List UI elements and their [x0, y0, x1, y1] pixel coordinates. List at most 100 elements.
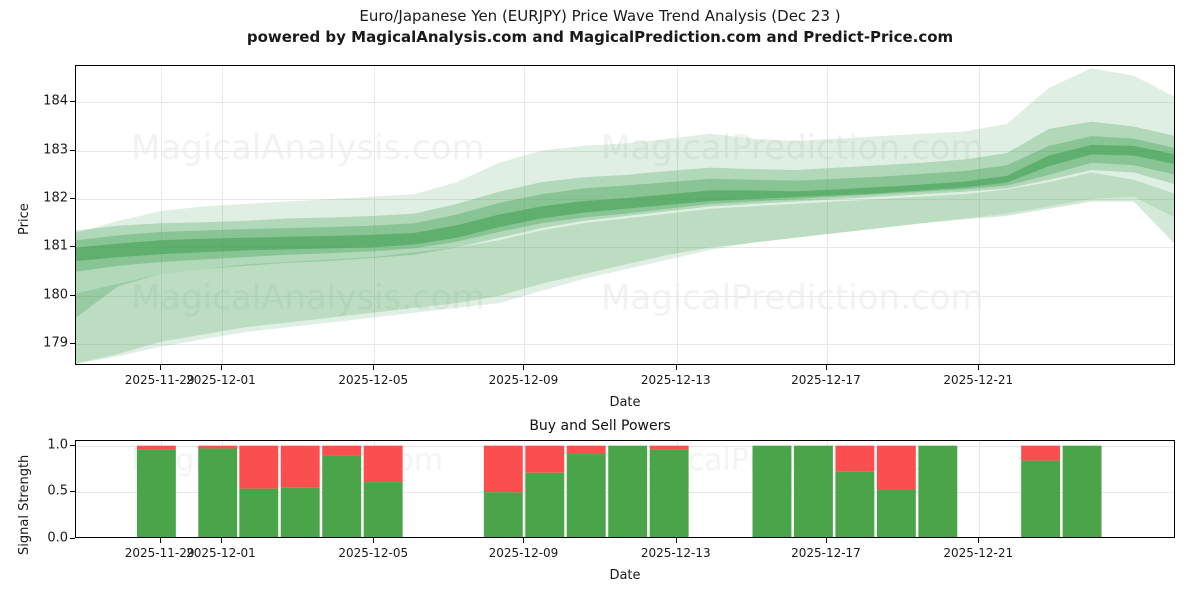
price-band	[76, 121, 1174, 318]
title-block: Euro/Japanese Yen (EURJPY) Price Wave Tr…	[0, 6, 1200, 48]
price-y-tick-mark	[70, 149, 75, 151]
sell-power-bar[interactable]	[136, 445, 176, 450]
price-x-tick-mark	[373, 365, 375, 370]
signal-x-tick-label: 2025-12-13	[640, 546, 711, 560]
sell-power-bar[interactable]	[280, 445, 320, 488]
signal-x-tick-mark	[675, 538, 677, 543]
signal-x-tick-mark	[373, 538, 375, 543]
signal-x-tick-label: 2025-12-17	[791, 546, 861, 560]
signal-x-tick-mark	[978, 538, 980, 543]
price-y-tick-mark	[70, 198, 75, 200]
buy-sell-powers-chart: MagicalAnalysis.com MagicalPrediction.co…	[17, 437, 1175, 583]
buy-power-bar[interactable]	[1062, 445, 1102, 538]
page-title: Euro/Japanese Yen (EURJPY) Price Wave Tr…	[359, 7, 841, 25]
sell-power-bar[interactable]	[835, 445, 875, 472]
signal-y-tick-label: 0.5	[47, 483, 68, 499]
price-y-tick-label: 182	[43, 190, 68, 206]
buy-power-bar[interactable]	[525, 472, 565, 538]
signal-plot-area: MagicalAnalysis.com MagicalPrediction.co…	[75, 440, 1175, 538]
price-x-axis-label: Date	[609, 395, 641, 410]
signal-x-tick-label: 2025-11-29	[124, 546, 195, 560]
price-gridline-h	[76, 344, 1174, 346]
sell-power-bar[interactable]	[876, 445, 916, 490]
sell-power-bar[interactable]	[239, 445, 279, 489]
price-x-tick-mark	[220, 365, 222, 370]
signal-x-axis-label: Date	[609, 568, 641, 583]
buy-power-bar[interactable]	[198, 448, 238, 538]
price-band	[76, 144, 1174, 261]
sell-power-bar[interactable]	[1021, 445, 1061, 461]
price-gridline-v	[374, 66, 376, 364]
buy-power-bar[interactable]	[876, 489, 916, 538]
price-x-tick-mark	[523, 365, 525, 370]
signal-x-tick-label: 2025-12-05	[338, 546, 409, 560]
price-wave-chart: MagicalAnalysis.com MagicalPrediction.co…	[17, 65, 1175, 410]
price-x-tick-label: 2025-12-09	[488, 373, 559, 387]
price-y-tick-label: 179	[43, 335, 68, 351]
buy-power-bar[interactable]	[483, 492, 523, 538]
buy-power-bar[interactable]	[363, 482, 403, 538]
signal-x-tick-label: 2025-12-01	[186, 546, 256, 560]
price-x-tick-label: 2025-12-13	[640, 373, 711, 387]
sell-power-bar[interactable]	[198, 445, 238, 449]
price-x-tick-label: 2025-12-05	[338, 373, 409, 387]
buy-power-bar[interactable]	[1021, 460, 1061, 538]
sell-power-bar[interactable]	[363, 445, 403, 483]
price-gridline-h	[76, 150, 1174, 152]
signal-y-tick-mark	[70, 538, 75, 539]
price-y-tick-mark	[70, 343, 75, 345]
sell-power-bar[interactable]	[322, 445, 362, 456]
price-x-tick-mark	[825, 365, 827, 370]
price-x-tick-label: 2025-12-17	[791, 373, 861, 387]
price-y-tick-mark	[70, 101, 75, 103]
price-gridline-v	[979, 66, 981, 364]
buy-power-bar[interactable]	[649, 449, 689, 538]
signal-y-axis-label: Signal Strength	[17, 454, 32, 555]
price-x-tick-label: 2025-12-01	[186, 373, 256, 387]
price-gridline-v	[160, 66, 162, 364]
signal-y-tick-mark	[70, 491, 75, 493]
price-plot-area: MagicalAnalysis.com MagicalPrediction.co…	[75, 65, 1175, 365]
buy-power-bar[interactable]	[280, 487, 320, 538]
sell-power-bar[interactable]	[483, 445, 523, 493]
price-gridline-h	[76, 102, 1174, 104]
price-y-tick-label: 181	[43, 238, 68, 254]
price-y-tick-mark	[70, 294, 75, 296]
buy-power-bar[interactable]	[835, 471, 875, 538]
sell-power-bar[interactable]	[649, 445, 689, 450]
price-gridline-v	[826, 66, 828, 364]
buy-power-bar[interactable]	[752, 445, 792, 538]
signal-y-tick-label: 1.0	[47, 437, 68, 453]
price-y-axis-label: Price	[17, 203, 32, 235]
price-band-series	[76, 68, 1174, 364]
signal-x-tick-mark	[523, 538, 525, 543]
sell-power-bar[interactable]	[566, 445, 606, 455]
signal-gridline-v	[979, 441, 981, 537]
price-band	[76, 172, 1174, 364]
buy-power-bar[interactable]	[918, 445, 958, 538]
price-y-tick-mark	[70, 246, 75, 248]
buy-power-bar[interactable]	[136, 449, 176, 538]
buy-power-bar[interactable]	[608, 445, 648, 538]
sell-power-bar[interactable]	[525, 445, 565, 473]
buy-power-bar[interactable]	[566, 454, 606, 538]
price-gridline-v	[221, 66, 223, 364]
buy-power-bar[interactable]	[239, 488, 279, 538]
price-y-tick-label: 183	[43, 142, 68, 158]
price-y-tick-label: 180	[43, 287, 68, 303]
signal-y-tick-label: 0.0	[47, 530, 68, 546]
price-x-tick-mark	[675, 365, 677, 370]
price-x-tick-mark	[978, 365, 980, 370]
buy-power-bar[interactable]	[322, 455, 362, 538]
signal-chart-title: Buy and Sell Powers	[529, 418, 671, 434]
page-subtitle: powered by MagicalAnalysis.com and Magic…	[246, 28, 954, 46]
buy-power-bar[interactable]	[793, 445, 833, 538]
price-gridline-h	[76, 247, 1174, 249]
signal-x-tick-label: 2025-12-21	[943, 546, 1014, 560]
signal-x-tick-mark	[159, 538, 161, 543]
signal-x-tick-label: 2025-12-09	[488, 546, 559, 560]
price-y-tick-label: 184	[43, 93, 68, 109]
signal-x-tick-mark	[825, 538, 827, 543]
price-x-tick-label: 2025-11-29	[124, 373, 195, 387]
